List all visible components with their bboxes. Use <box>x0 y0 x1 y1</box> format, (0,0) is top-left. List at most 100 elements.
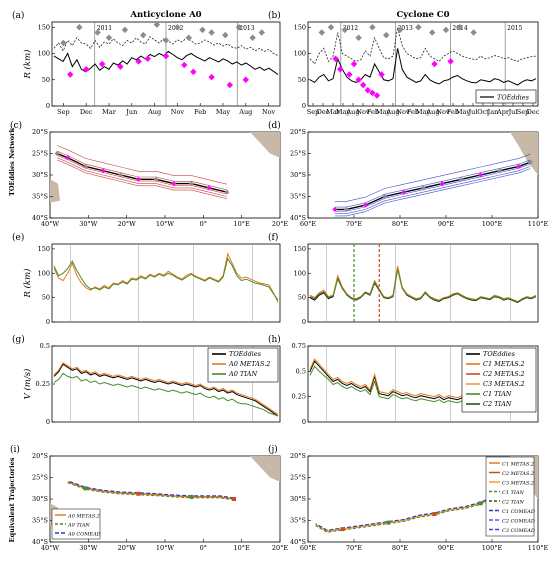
x-tick-label-a: Feb <box>194 108 206 116</box>
x-tick-label-i: 40°W <box>41 544 60 552</box>
x-tick-label-b: Oct <box>477 108 489 116</box>
x-tick-label-j: 100°E <box>482 544 503 552</box>
track-marker-c <box>224 189 230 195</box>
legend-label-h: C1 METAS.2 <box>483 360 525 368</box>
y-tick-label-f: 150 <box>294 245 306 253</box>
series-line-b-0 <box>309 48 537 86</box>
land-mass <box>250 132 280 158</box>
trajectory-comead-i <box>67 480 235 499</box>
x-tick-label-b: Nov <box>356 108 370 116</box>
y-axis-label-g: V (m/s) <box>22 369 33 400</box>
network-branch-c <box>56 159 227 199</box>
scatter-point-a <box>162 52 170 60</box>
x-tick-label-b: Nov <box>396 108 410 116</box>
scatter-point-a <box>67 71 74 78</box>
series-line-g-1 <box>53 361 279 415</box>
x-tick-label-c: 30°W <box>79 220 98 228</box>
series-line-e-1 <box>53 257 279 301</box>
panel-b: 2012201320142015050100150SepDecMarMayAug… <box>268 10 540 116</box>
y-tick-label-j: 30°S <box>290 495 306 503</box>
x-tick-label-a: Sep <box>57 108 69 116</box>
y-tick-label-h: 0.5 <box>296 367 306 375</box>
panel-a: 201120122013050100150SepDecMarJunAugNovF… <box>12 10 281 116</box>
x-tick-label-b: Jan <box>487 108 499 116</box>
x-tick-label-a: Aug <box>147 108 161 116</box>
legend-label-j: C1 TIAN <box>502 490 525 496</box>
panel-label-b: (b) <box>268 10 281 21</box>
y-tick-label-f: 100 <box>294 269 306 277</box>
scatter-point-b <box>415 24 422 31</box>
track-marker-c <box>82 163 88 169</box>
track-marker-d <box>478 172 483 178</box>
scatter-point-a <box>60 39 67 47</box>
trajectory-metas-i <box>67 481 235 500</box>
y-tick-label-e: 50 <box>42 294 50 302</box>
network-branch-d <box>334 153 531 202</box>
panels: 201120122013050100150SepDecMarJunAugNovF… <box>10 10 548 552</box>
y-tick-label-j: 20°S <box>290 452 306 460</box>
main-track-d <box>334 161 531 211</box>
trajectory-marker-j <box>478 501 483 506</box>
y-tick-label-d: 30°S <box>290 171 306 179</box>
panel-c: 40°W 30°W 20°W 10°W 0° 10°E 20°E 20°S 25°S 30°S 35… <box>10 120 288 228</box>
y-tick-label-a: 50 <box>42 76 50 84</box>
y-tick-label-d: 35°S <box>290 193 306 201</box>
y-tick-label-f: 0 <box>302 318 306 326</box>
y-tick-label-c: 35°S <box>32 193 48 201</box>
x-tick-label-b: Apr <box>496 108 510 116</box>
panel-f: 0 50 100 150 (f) <box>268 232 539 326</box>
x-tick-label-b: May <box>336 108 351 116</box>
y-tick-label-b: 50 <box>298 76 306 84</box>
plot-frame-e <box>51 243 281 323</box>
land-mass <box>250 456 280 482</box>
scatter-point-b <box>447 58 454 65</box>
y-tick-label-i: 35°S <box>32 517 48 525</box>
x-tick-label-j: 90°E <box>438 544 455 552</box>
y-tick-label-g: 0.25 <box>36 380 50 388</box>
x-tick-label-b: Nov <box>436 108 450 116</box>
scatter-point-a <box>258 29 265 36</box>
scatter-point-b <box>318 29 325 36</box>
x-tick-label-j: 70°E <box>346 544 363 552</box>
scatter-point-a <box>222 31 229 39</box>
year-label-a: 2013 <box>239 25 254 32</box>
legend-label-j: C3 COMEAD <box>502 528 535 534</box>
series-line-g-2 <box>53 372 279 417</box>
panel-label-g: (g) <box>12 334 25 345</box>
panel-label-f: (f) <box>268 232 278 243</box>
x-tick-label-a: May <box>216 108 231 116</box>
scatter-point-b <box>429 29 436 36</box>
legend-label-j: C3 METAS.2 <box>502 481 534 487</box>
legend-label-g: A0 METAS.2 <box>228 360 270 368</box>
scatter-point-b <box>470 29 477 36</box>
y-tick-label-i: 30°S <box>32 495 48 503</box>
scatter-point-b <box>327 24 335 31</box>
x-tick-label-c: 10°W <box>156 220 175 228</box>
track-marker-d <box>343 206 349 212</box>
legend-label-i: A0 COMEAD <box>67 532 101 538</box>
track-marker-d <box>497 168 503 174</box>
x-tick-label-b: Aug <box>385 108 399 116</box>
scatter-point-a <box>83 66 90 73</box>
x-tick-label-a: Nov <box>262 108 276 116</box>
scatter-point-b <box>373 92 381 99</box>
y-tick-label-e: 100 <box>38 269 50 277</box>
scatter-point-b <box>332 55 339 62</box>
y-tick-label-a: 100 <box>38 50 50 58</box>
scatter-point-b <box>442 26 450 34</box>
x-tick-label-b: Jul <box>508 108 518 116</box>
y-tick-label-b: 150 <box>294 23 306 31</box>
scatter-point-a <box>135 58 142 65</box>
legend-label-h: C2 METAS.2 <box>483 370 525 378</box>
network-branch-d <box>334 159 531 208</box>
legend-label-j: C1 METAS.2 <box>502 462 534 468</box>
y-tick-label-c: 30°S <box>32 171 48 179</box>
panel-j: 60°E 70°E 80°E 90°E 100°E 110°E 20°S 25°S 30°S 35… <box>268 444 548 552</box>
land-mass <box>510 132 538 175</box>
track-marker-d <box>363 202 368 208</box>
x-tick-label-c: 0° <box>200 220 207 228</box>
track-marker-d <box>527 159 533 165</box>
legend-label-i: A0 TIAN <box>67 523 90 529</box>
legend-label-h: C1 TIAN <box>483 390 512 398</box>
